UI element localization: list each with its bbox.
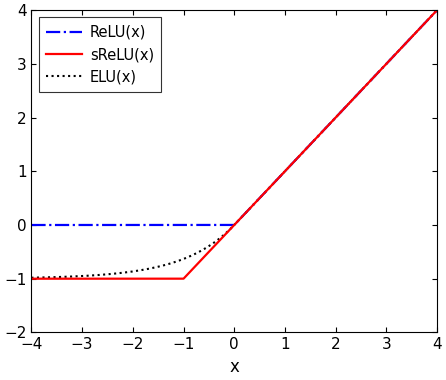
ELU(x): [29, 276, 34, 280]
ReLU(x): [323, 125, 329, 130]
ELU(x): [222, 233, 227, 237]
ReLU(x): [29, 223, 34, 227]
ReLU(x): [202, 223, 208, 227]
sReLU(x): [199, 257, 204, 261]
ELU(x): [323, 125, 329, 130]
ReLU(x): [422, 21, 427, 26]
ELU(x): [402, 43, 407, 47]
ReLU(x): [402, 43, 407, 47]
ELU(x): [434, 8, 440, 13]
sReLU(x): [222, 233, 227, 238]
ELU(x): [202, 246, 208, 251]
ReLU(x): [199, 223, 204, 227]
ELU(x): [199, 248, 204, 253]
Line: sReLU(x): sReLU(x): [31, 10, 437, 279]
sReLU(x): [323, 125, 329, 130]
X-axis label: x: x: [229, 358, 239, 376]
Legend: ReLU(x), sReLU(x), ELU(x): ReLU(x), sReLU(x), ELU(x): [39, 17, 161, 92]
sReLU(x): [29, 276, 34, 281]
sReLU(x): [202, 253, 208, 258]
ReLU(x): [434, 8, 440, 13]
sReLU(x): [434, 8, 440, 13]
Line: ReLU(x): ReLU(x): [31, 10, 437, 225]
ELU(x): [422, 21, 427, 26]
sReLU(x): [402, 43, 407, 47]
ReLU(x): [222, 223, 227, 227]
Line: ELU(x): ELU(x): [31, 10, 437, 278]
sReLU(x): [422, 21, 427, 26]
